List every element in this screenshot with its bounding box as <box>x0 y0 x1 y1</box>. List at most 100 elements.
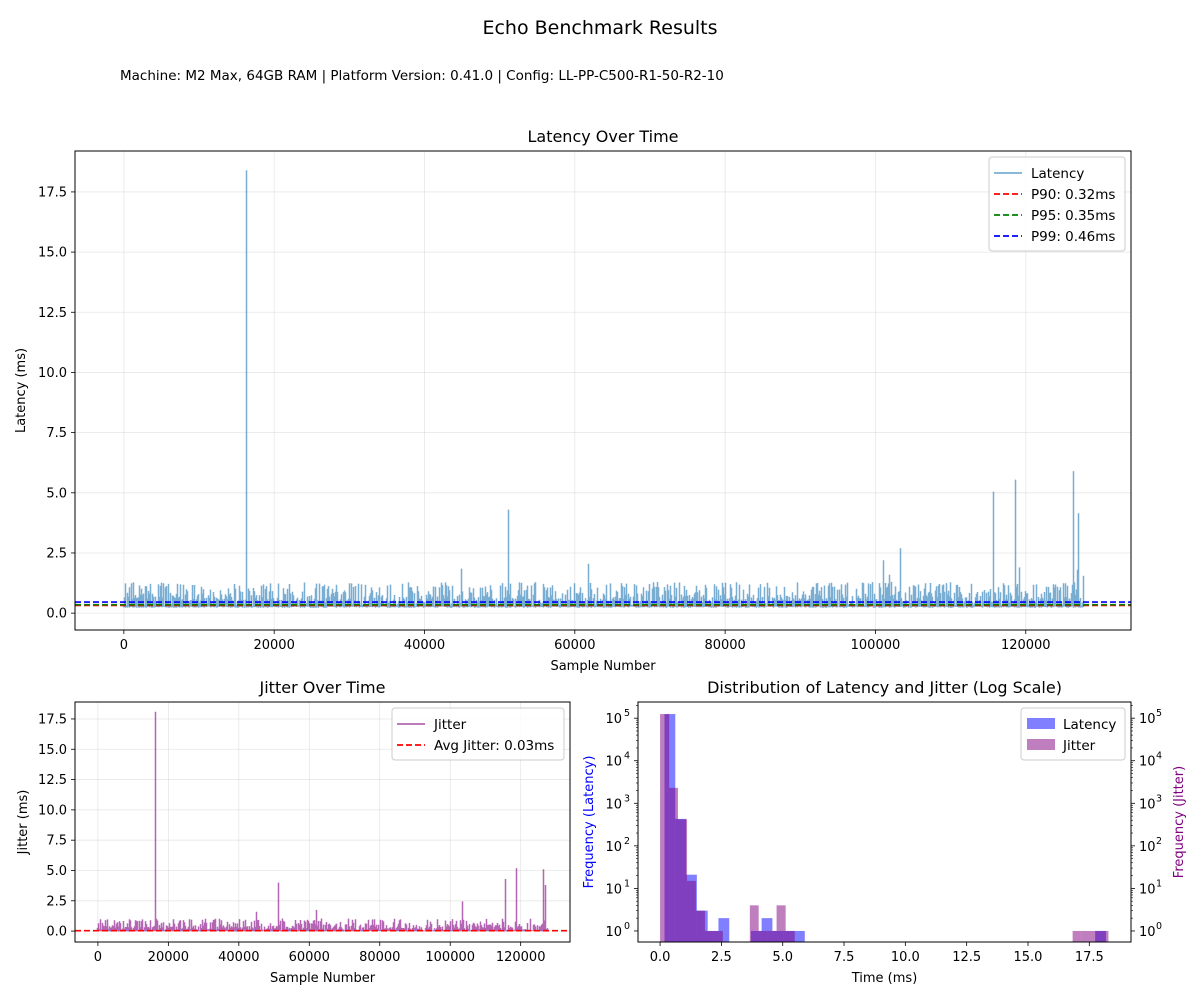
distribution-ytick-exp-right: 1 <box>1156 878 1162 889</box>
latency-xtick-label: 20000 <box>253 638 294 653</box>
distribution-xtick-label: 10.0 <box>891 950 920 965</box>
distribution-legend-swatch <box>1027 718 1055 729</box>
distribution-bar-jitter <box>767 930 777 942</box>
distribution-legend-label: Jitter <box>1062 738 1096 754</box>
jitter-title: Jitter Over Time <box>259 678 386 697</box>
distribution-bar-jitter <box>695 910 705 942</box>
latency-ytick-label: 0.0 <box>46 607 67 622</box>
latency-ytick-label: 17.5 <box>38 185 67 200</box>
distribution-bar-jitter <box>749 905 759 942</box>
distribution-ytick-exp-left: 2 <box>624 836 630 847</box>
distribution-bar-jitter <box>1090 930 1100 942</box>
distribution-bar-jitter <box>677 819 688 942</box>
distribution-bar-jitter <box>687 880 696 942</box>
distribution-ytick-base-right: 10 <box>1139 925 1156 940</box>
distribution-xlabel: Time (ms) <box>851 971 918 986</box>
distribution-xtick-label: 5.0 <box>772 950 793 965</box>
jitter-ytick-label: 5.0 <box>46 864 67 879</box>
distribution-bar-jitter <box>785 930 795 942</box>
latency-ytick-label: 15.0 <box>38 246 67 261</box>
jitter-ytick-label: 10.0 <box>38 803 67 818</box>
distribution-xtick-label: 7.5 <box>834 950 855 965</box>
distribution-ytick-exp-left: 3 <box>624 793 630 804</box>
distribution-ytick-base-left: 10 <box>605 755 622 770</box>
latency-series-latency <box>122 170 1085 608</box>
distribution-bar-jitter <box>758 930 768 942</box>
distribution-ytick-base-left: 10 <box>605 840 622 855</box>
distribution-ytick-base-right: 10 <box>1139 755 1156 770</box>
distribution-title: Distribution of Latency and Jitter (Log … <box>707 678 1062 697</box>
distribution-ytick-exp-left: 1 <box>624 878 630 889</box>
distribution-bar-jitter <box>704 930 714 942</box>
figure-title: Echo Benchmark Results <box>482 17 718 39</box>
latency-ytick-label: 7.5 <box>46 426 67 441</box>
distribution-ytick-exp-right: 0 <box>1156 921 1162 932</box>
distribution-ytick-base-left: 10 <box>605 925 622 940</box>
jitter-xtick-label: 60000 <box>289 950 330 965</box>
distribution-ytick-exp-left: 0 <box>624 921 630 932</box>
jitter-xtick-label: 0 <box>94 950 102 965</box>
distribution-ytick-base-right: 10 <box>1139 712 1156 727</box>
distribution-bar-jitter <box>1081 930 1091 942</box>
latency-legend-label: P90: 0.32ms <box>1031 187 1115 203</box>
jitter-ytick-label: 0.0 <box>46 925 67 940</box>
jitter-legend-label: Avg Jitter: 0.03ms <box>434 738 554 754</box>
latency-ytick-label: 2.5 <box>46 546 67 561</box>
latency-panel: 0 20000 40000 60000 80000 100000 120000 0.0 2.5 5… <box>14 127 1132 674</box>
distribution-ytick-base-left: 10 <box>605 797 622 812</box>
distribution-legend: Latency Jitter <box>1020 707 1126 761</box>
distribution-bar-jitter <box>1099 930 1109 942</box>
distribution-bar-jitter <box>1072 930 1082 942</box>
distribution-ylabel-left: Frequency (Latency) <box>582 756 597 889</box>
distribution-xtick-label: 2.5 <box>711 950 732 965</box>
jitter-xtick-label: 120000 <box>496 950 546 965</box>
latency-legend: Latency P90: 0.32ms P95: 0.35ms P99: 0.46ms <box>988 156 1126 252</box>
distribution-ytick-exp-right: 5 <box>1156 708 1162 719</box>
latency-xtick-label: 120000 <box>1001 638 1051 653</box>
latency-legend-label: P95: 0.35ms <box>1031 208 1115 224</box>
latency-xtick-label: 60000 <box>554 638 595 653</box>
distribution-ytick-base-right: 10 <box>1139 882 1156 897</box>
jitter-frame <box>74 701 571 943</box>
latency-ylabel: Latency (ms) <box>14 348 29 433</box>
latency-legend-label: Latency <box>1031 166 1084 182</box>
distribution-frame <box>637 701 1132 943</box>
distribution-ytick-base-left: 10 <box>605 882 622 897</box>
distribution-legend-swatch <box>1027 739 1055 750</box>
distribution-xtick-label: 0.0 <box>650 950 671 965</box>
jitter-xtick-label: 40000 <box>218 950 259 965</box>
jitter-ytick-label: 12.5 <box>38 773 67 788</box>
latency-xtick-label: 100000 <box>851 638 901 653</box>
distribution-ytick-base-right: 10 <box>1139 840 1156 855</box>
jitter-legend: Jitter Avg Jitter: 0.03ms <box>391 707 565 761</box>
distribution-ylabel-right: Frequency (Jitter) <box>1172 766 1187 878</box>
jitter-ytick-label: 2.5 <box>46 894 67 909</box>
jitter-xtick-label: 20000 <box>148 950 189 965</box>
latency-xtick-label: 40000 <box>404 638 445 653</box>
latency-xtick-label: 80000 <box>704 638 745 653</box>
latency-legend-box <box>988 156 1126 252</box>
jitter-xtick-label: 100000 <box>425 950 475 965</box>
distribution-ytick-exp-right: 2 <box>1156 836 1162 847</box>
latency-ytick-label: 10.0 <box>38 366 67 381</box>
jitter-xlabel: Sample Number <box>270 971 376 986</box>
distribution-xtick-label: 17.5 <box>1075 950 1104 965</box>
distribution-ytick-base-left: 10 <box>605 712 622 727</box>
distribution-bar-jitter <box>776 905 786 942</box>
jitter-panel: 0 20000 40000 60000 80000 100000 120000 0.0 2.5 5… <box>16 678 571 986</box>
latency-frame <box>74 150 1132 631</box>
distribution-bar-jitter <box>660 714 670 942</box>
distribution-ytick-exp-right: 3 <box>1156 793 1162 804</box>
distribution-xtick-label: 12.5 <box>952 950 981 965</box>
distribution-bar-latency <box>718 918 730 942</box>
jitter-ytick-label: 7.5 <box>46 834 67 849</box>
jitter-ylabel: Jitter (ms) <box>16 790 31 856</box>
distribution-ytick-exp-right: 4 <box>1156 751 1162 762</box>
distribution-ytick-exp-left: 4 <box>624 751 630 762</box>
distribution-ytick-exp-left: 5 <box>624 708 630 719</box>
jitter-ytick-label: 17.5 <box>38 712 67 727</box>
latency-title: Latency Over Time <box>527 127 678 146</box>
latency-ytick-label: 5.0 <box>46 486 67 501</box>
